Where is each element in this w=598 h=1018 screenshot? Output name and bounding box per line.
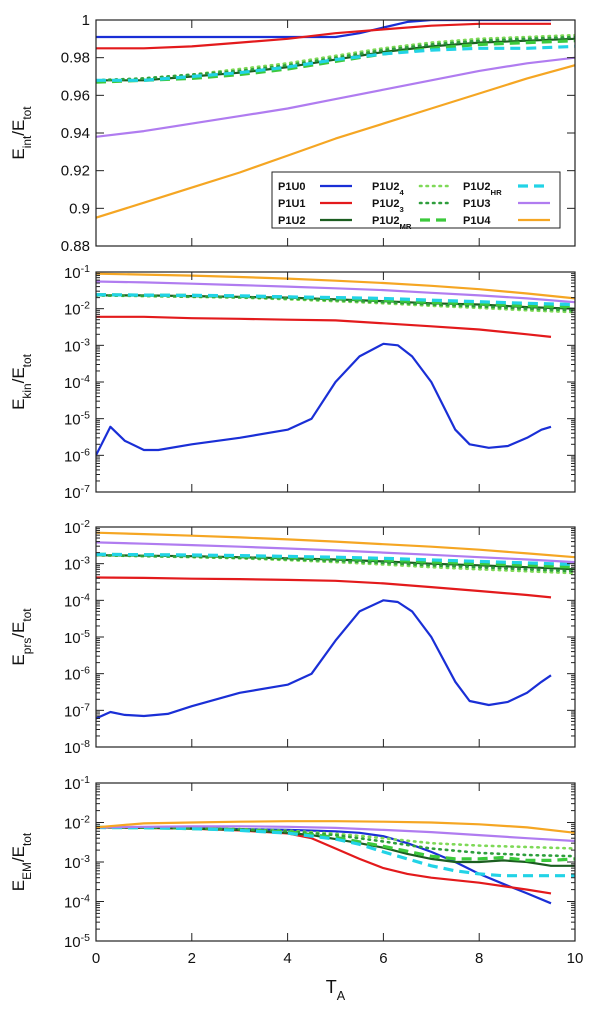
ytick-label: 10-1	[64, 774, 90, 793]
ytick-label: 10-7	[64, 701, 90, 720]
ytick-label: 10-3	[64, 555, 90, 574]
ytick-label: 10-1	[64, 263, 90, 282]
series-line-p1u4	[96, 272, 575, 300]
series-group	[96, 272, 575, 456]
y-axis-label: Eint/Etot	[9, 106, 34, 160]
series-line-p1u2-mr	[96, 39, 575, 84]
plot-frame	[95, 782, 576, 942]
xtick-label: 4	[283, 950, 291, 967]
series-line-p1u2-3	[96, 35, 575, 82]
series-line-p1u2-3	[96, 553, 575, 573]
series-line-p1u1	[96, 576, 552, 599]
legend-label: P1U2	[278, 215, 306, 227]
legend-label: P1U24	[372, 181, 405, 197]
series-group	[96, 531, 575, 720]
ytick-label: 10-6	[64, 446, 90, 465]
ytick-label: 10-2	[64, 518, 90, 537]
panel-1: 0.88 0.9 0.92 0.94 0.96 0.98 1 Eint/Etot	[9, 12, 576, 255]
series-line-p1u2-3	[96, 826, 575, 858]
series-line-p1u2-hr	[96, 44, 575, 82]
legend-label: P1U4	[463, 215, 491, 227]
legend-label: P1U0	[278, 181, 306, 193]
legend-item-p1u1: P1U1	[278, 198, 352, 210]
xtick-label: 10	[567, 950, 584, 967]
y-axis-label: EEM/Etot	[9, 832, 34, 891]
series-line-p1u1	[96, 315, 552, 338]
ytick-label: 10-5	[64, 932, 90, 951]
series-line-p1u3	[96, 825, 575, 843]
ytick-label: 10-2	[64, 814, 90, 833]
legend-item-p1u2-4: P1U24	[372, 181, 454, 197]
ytick-label: 10-5	[64, 410, 90, 429]
legend-box	[271, 171, 561, 229]
series-line-p1u2-3	[96, 294, 575, 312]
legend-item-p1u2-3: P1U23	[372, 198, 454, 214]
legend-item-p1u2-hr: P1U2HR	[463, 181, 550, 197]
ytick-label: 0.98	[61, 50, 90, 67]
xtick-label: 2	[188, 950, 196, 967]
y-axis-label: Ekin/Etot	[9, 353, 34, 410]
legend-label: P1U2MR	[372, 215, 412, 231]
ytick-label: 10-4	[64, 893, 90, 912]
ytick-label: 10-2	[64, 300, 90, 319]
ytick-label: 10-3	[64, 853, 90, 872]
series-group	[96, 20, 575, 219]
legend-item-p1u4: P1U4	[463, 215, 550, 227]
series-line-p1u3	[96, 56, 575, 138]
ytick-label: 1	[82, 12, 90, 29]
series-line-p1u3	[96, 280, 575, 304]
series-line-p1u4	[96, 820, 575, 834]
ytick-label: 0.92	[61, 163, 90, 180]
legend-label: P1U2HR	[463, 181, 502, 197]
panel-3: 10-8 10-7 10-6 10-5 10-4 10-3 10-2 Eprs/Etot	[9, 518, 576, 757]
legend-item-p1u2-mr: P1U2MR	[372, 215, 452, 231]
series-line-p1u4	[96, 531, 575, 559]
ytick-label: 10-4	[64, 373, 90, 392]
ytick-label: 10-4	[64, 591, 90, 610]
legend-label: P1U3	[463, 198, 491, 210]
series-group	[96, 820, 575, 905]
ytick-label: 10-5	[64, 628, 90, 647]
legend-item-p1u2: P1U2	[278, 215, 352, 227]
xtick-label: 0	[92, 950, 100, 967]
legend-item-p1u3: P1U3	[463, 198, 550, 210]
panel-4: 10-5 10-4 10-3 10-2 10-1 EEM/Etot	[9, 774, 576, 951]
ytick-label: 10-3	[64, 336, 90, 355]
ytick-label: 10-6	[64, 665, 90, 684]
legend-label: P1U1	[278, 198, 306, 210]
legend-label: P1U23	[372, 198, 404, 214]
panel-2: 10-7 10-6 10-5 10-4 10-3 10-2 10-1 Ekin/Etot	[9, 263, 576, 502]
series-line-p1u4	[96, 64, 575, 219]
x-axis-label: TA	[326, 977, 346, 1003]
ytick-label: 0.9	[69, 200, 90, 217]
ytick-label: 10-7	[64, 483, 90, 502]
y-axis-label: Eprs/Etot	[9, 608, 34, 666]
series-line-p1u0	[96, 599, 552, 720]
series-line-p1u2-hr	[96, 825, 575, 878]
series-line-p1u0	[96, 20, 551, 39]
series-line-p1u0	[96, 342, 552, 456]
xtick-label: 8	[475, 950, 483, 967]
ytick-label: 0.94	[61, 125, 90, 142]
xtick-label: 6	[379, 950, 387, 967]
legend-item-p1u0: P1U0	[278, 181, 352, 193]
ytick-label: 0.96	[61, 87, 90, 104]
series-line-p1u1	[96, 22, 551, 50]
series-line-p1u3	[96, 541, 575, 564]
ytick-label: 10-8	[64, 738, 90, 757]
ytick-label: 0.88	[61, 238, 90, 255]
